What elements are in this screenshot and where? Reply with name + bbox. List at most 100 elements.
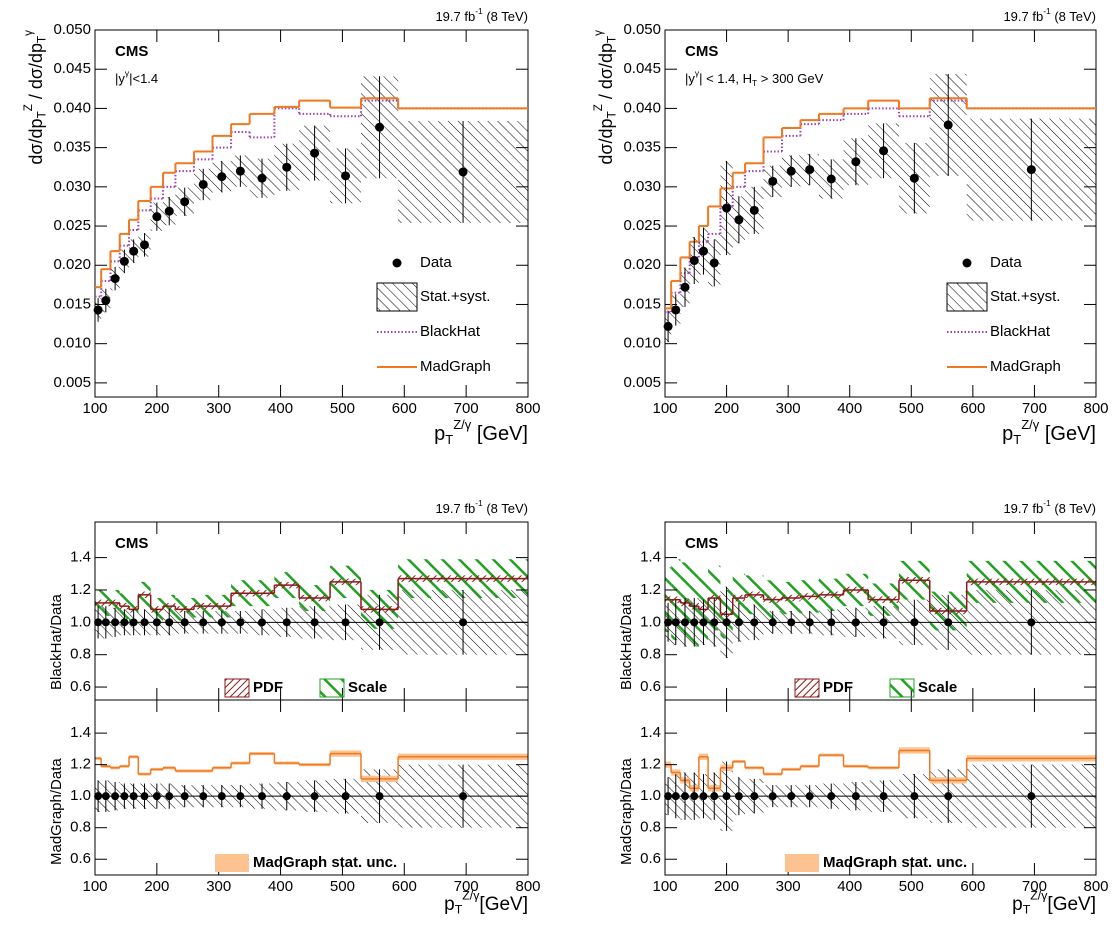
experiment-label: CMS xyxy=(685,535,718,552)
luminosity-part: 19.7 fb xyxy=(435,9,475,24)
selection-label-part: > 300 GeV xyxy=(757,71,823,86)
data-point xyxy=(152,212,162,222)
y-tick-label: 0.6 xyxy=(640,850,661,867)
luminosity-part: 19.7 fb xyxy=(435,501,475,516)
x-tick-label: 300 xyxy=(206,878,231,895)
x-tick-label: 300 xyxy=(776,400,801,417)
data-point xyxy=(699,618,708,627)
luminosity: 19.7 fb-1 (8 TeV) xyxy=(1003,498,1096,516)
x-tick-label: 300 xyxy=(206,400,231,417)
legend-label: Stat.+syst. xyxy=(420,288,490,305)
data-point xyxy=(768,792,777,801)
data-point xyxy=(690,792,699,801)
y-tick-label: 0.020 xyxy=(53,256,91,273)
data-point xyxy=(152,792,161,801)
data-point xyxy=(165,618,174,627)
data-point xyxy=(734,215,744,225)
y-tick-label: 0.020 xyxy=(623,256,661,273)
y-tick-label: 0.6 xyxy=(70,850,91,867)
data-point xyxy=(459,618,468,627)
x-tick-label: 100 xyxy=(652,878,677,895)
y-tick-label: 0.035 xyxy=(623,139,661,156)
y-tick-label: 0.030 xyxy=(623,178,661,195)
x-axis-title: pTZ/γ [GeV] xyxy=(1002,417,1096,447)
data-point xyxy=(282,792,291,801)
x-axis-title-part: Z/γ xyxy=(453,417,472,432)
x-tick-label: 500 xyxy=(330,878,355,895)
data-point xyxy=(258,792,267,801)
legend-label: BlackHat xyxy=(990,323,1051,340)
y-axis-title-part: γ xyxy=(22,30,35,36)
panel: 0.6 0.8 1.0 1.2 1.4 19.7 fb-1 (8 TeV) CMS Black… xyxy=(48,498,529,701)
data-point xyxy=(236,792,245,801)
y-tick-label: 0.8 xyxy=(70,646,91,663)
x-tick-label: 700 xyxy=(454,400,479,417)
data-point xyxy=(120,792,129,801)
x-tick-label: 700 xyxy=(1022,400,1047,417)
x-tick-label: 600 xyxy=(392,400,417,417)
plot-frame xyxy=(94,699,529,876)
data-point xyxy=(165,792,174,801)
x-axis-title-part: T xyxy=(455,903,463,917)
y-tick-label: 0.015 xyxy=(623,295,661,312)
luminosity: 19.7 fb-1 (8 TeV) xyxy=(435,6,528,24)
legend-label: MadGraph stat. unc. xyxy=(823,854,967,871)
y-tick-label: 1.0 xyxy=(70,613,91,630)
panel: 0.6 0.8 1.0 1.2 1.4 100 200 300 400 500 600 700 800 M… xyxy=(618,699,1109,917)
y-tick-label: 1.4 xyxy=(70,724,91,741)
data-point xyxy=(341,792,350,801)
x-tick-label: 400 xyxy=(268,878,293,895)
y-tick-label: 0.050 xyxy=(623,21,661,38)
luminosity-part: -1 xyxy=(1043,498,1051,508)
y-axis-title-part: T xyxy=(35,36,48,43)
data-point xyxy=(139,240,149,250)
x-tick-label: 500 xyxy=(899,878,924,895)
data-point xyxy=(851,157,861,167)
data-point xyxy=(879,792,888,801)
data-point xyxy=(235,166,245,176)
y-axis-title-part: γ xyxy=(592,30,605,36)
data-point xyxy=(199,618,208,627)
data-point xyxy=(375,618,384,627)
data-point xyxy=(750,792,759,801)
legend-marker xyxy=(946,282,988,312)
data-point xyxy=(805,792,814,801)
luminosity-part: -1 xyxy=(475,498,483,508)
panel: 0.6 0.8 1.0 1.2 1.4 100 200 300 400 500 600 700 800 M… xyxy=(48,699,541,917)
data-point xyxy=(129,792,138,801)
selection-label-part: T xyxy=(752,78,757,88)
data-point xyxy=(459,792,468,801)
x-axis-title-part: T xyxy=(445,432,453,447)
x-axis-title-part: p xyxy=(1002,423,1013,445)
y-tick-label: 0.025 xyxy=(53,217,91,234)
x-axis-title-part: [GeV] xyxy=(471,423,528,445)
data-point xyxy=(944,618,953,627)
data-point xyxy=(909,173,919,183)
legend-label: MadGraph xyxy=(990,358,1061,375)
x-tick-label: 600 xyxy=(960,400,985,417)
legend-label: Scale xyxy=(918,679,957,696)
y-tick-label: 1.0 xyxy=(70,787,91,804)
x-axis-title-part: Z/γ xyxy=(1030,889,1048,903)
y-tick-label: 0.005 xyxy=(53,374,91,391)
data-point xyxy=(152,618,161,627)
x-tick-label: 600 xyxy=(392,878,417,895)
x-tick-label: 700 xyxy=(454,878,479,895)
data-point xyxy=(93,305,103,315)
x-tick-label: 500 xyxy=(899,400,924,417)
data-point xyxy=(750,618,759,627)
data-point xyxy=(1027,618,1036,627)
y-tick-label: 0.050 xyxy=(53,21,91,38)
y-tick-label: 1.2 xyxy=(70,581,91,598)
x-tick-label: 300 xyxy=(776,878,801,895)
x-tick-label: 800 xyxy=(515,878,540,895)
data-point xyxy=(310,618,319,627)
data-point xyxy=(671,305,681,315)
y-axis-title-part: Z xyxy=(592,104,605,111)
data-point xyxy=(749,205,759,215)
x-axis-title-part: Z/γ xyxy=(462,889,480,903)
data-point xyxy=(943,120,953,130)
y-tick-label: 0.010 xyxy=(53,335,91,352)
y-axis-title-part: T xyxy=(605,111,618,118)
